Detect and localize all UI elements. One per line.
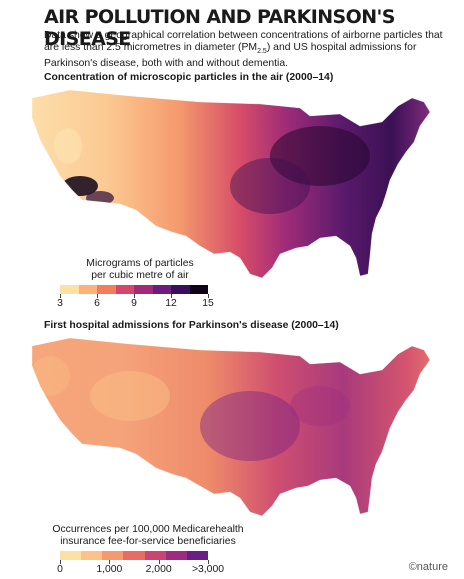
map2-heading: First hospital admissions for Parkinson'… [44, 320, 339, 331]
pm25-legend-swatch [189, 285, 208, 294]
parkinsons-legend-swatch [102, 551, 124, 560]
pm25-legend-swatch [78, 285, 97, 294]
pm25-legend-swatch [60, 285, 79, 294]
parkinsons-legend-tick-label: >3,000 [191, 564, 225, 575]
parkinsons-legend-tick-label: 1,000 [96, 564, 123, 575]
pm25-legend-swatch [152, 285, 171, 294]
parkinsons-legend-swatch [123, 551, 145, 560]
parkinsons-legend-tick-label: 0 [57, 564, 63, 575]
parkinsons-legend-tick-mark [208, 560, 209, 564]
pm25-map [31, 89, 431, 279]
pm25-legend-tick-label: 6 [94, 298, 100, 309]
pm25-color-bar [60, 285, 208, 294]
parkinsons-legend-tick-mark [109, 560, 111, 564]
pm25-legend-line1: Micrograms of particles [86, 258, 194, 269]
pm25-legend-tick-mark [97, 294, 98, 298]
parkinsons-legend-tick-mark [60, 560, 61, 564]
map1-heading: Concentration of microscopic particles i… [44, 72, 334, 83]
pm25-legend-swatch [115, 285, 134, 294]
parkinsons-legend-tick-mark [158, 560, 160, 564]
page-title: AIR POLLUTION AND PARKINSON'S DISEASE [44, 6, 395, 50]
subtitle: Data show a geographical correlation bet… [44, 30, 443, 70]
pm25-legend-tick-mark [60, 294, 61, 298]
pm25-legend-swatch [171, 285, 190, 294]
pm25-legend-tick-label: 12 [165, 298, 177, 309]
pm25-legend-swatch [134, 285, 153, 294]
parkinsons-map [31, 337, 431, 517]
parkinsons-legend-line2: insurance fee-for-service beneficiaries [60, 536, 236, 547]
pm25-legend-tick-label: 15 [202, 298, 214, 309]
parkinsons-legend-swatch [81, 551, 103, 560]
pm25-legend-tick-label: 9 [131, 298, 137, 309]
parkinsons-legend-swatch [186, 551, 208, 560]
pm25-legend-tick-mark [208, 294, 209, 298]
pm25-legend-swatch [97, 285, 116, 294]
parkinsons-legend-line1: Occurrences per 100,000 Medicarehealth [52, 524, 244, 535]
pm25-legend-tick-mark [171, 294, 172, 298]
parkinsons-legend-tick-label: 2,000 [145, 564, 172, 575]
parkinsons-legend-swatch [144, 551, 166, 560]
pm25-legend-tick-label: 3 [57, 298, 63, 309]
nature-credit: ©nature [408, 561, 448, 573]
parkinsons-legend-swatch [60, 551, 82, 560]
pm25-legend-tick-mark [134, 294, 135, 298]
parkinsons-legend-swatch [165, 551, 187, 560]
parkinsons-color-bar [60, 551, 208, 560]
pm25-legend-line2: per cubic metre of air [91, 270, 189, 281]
